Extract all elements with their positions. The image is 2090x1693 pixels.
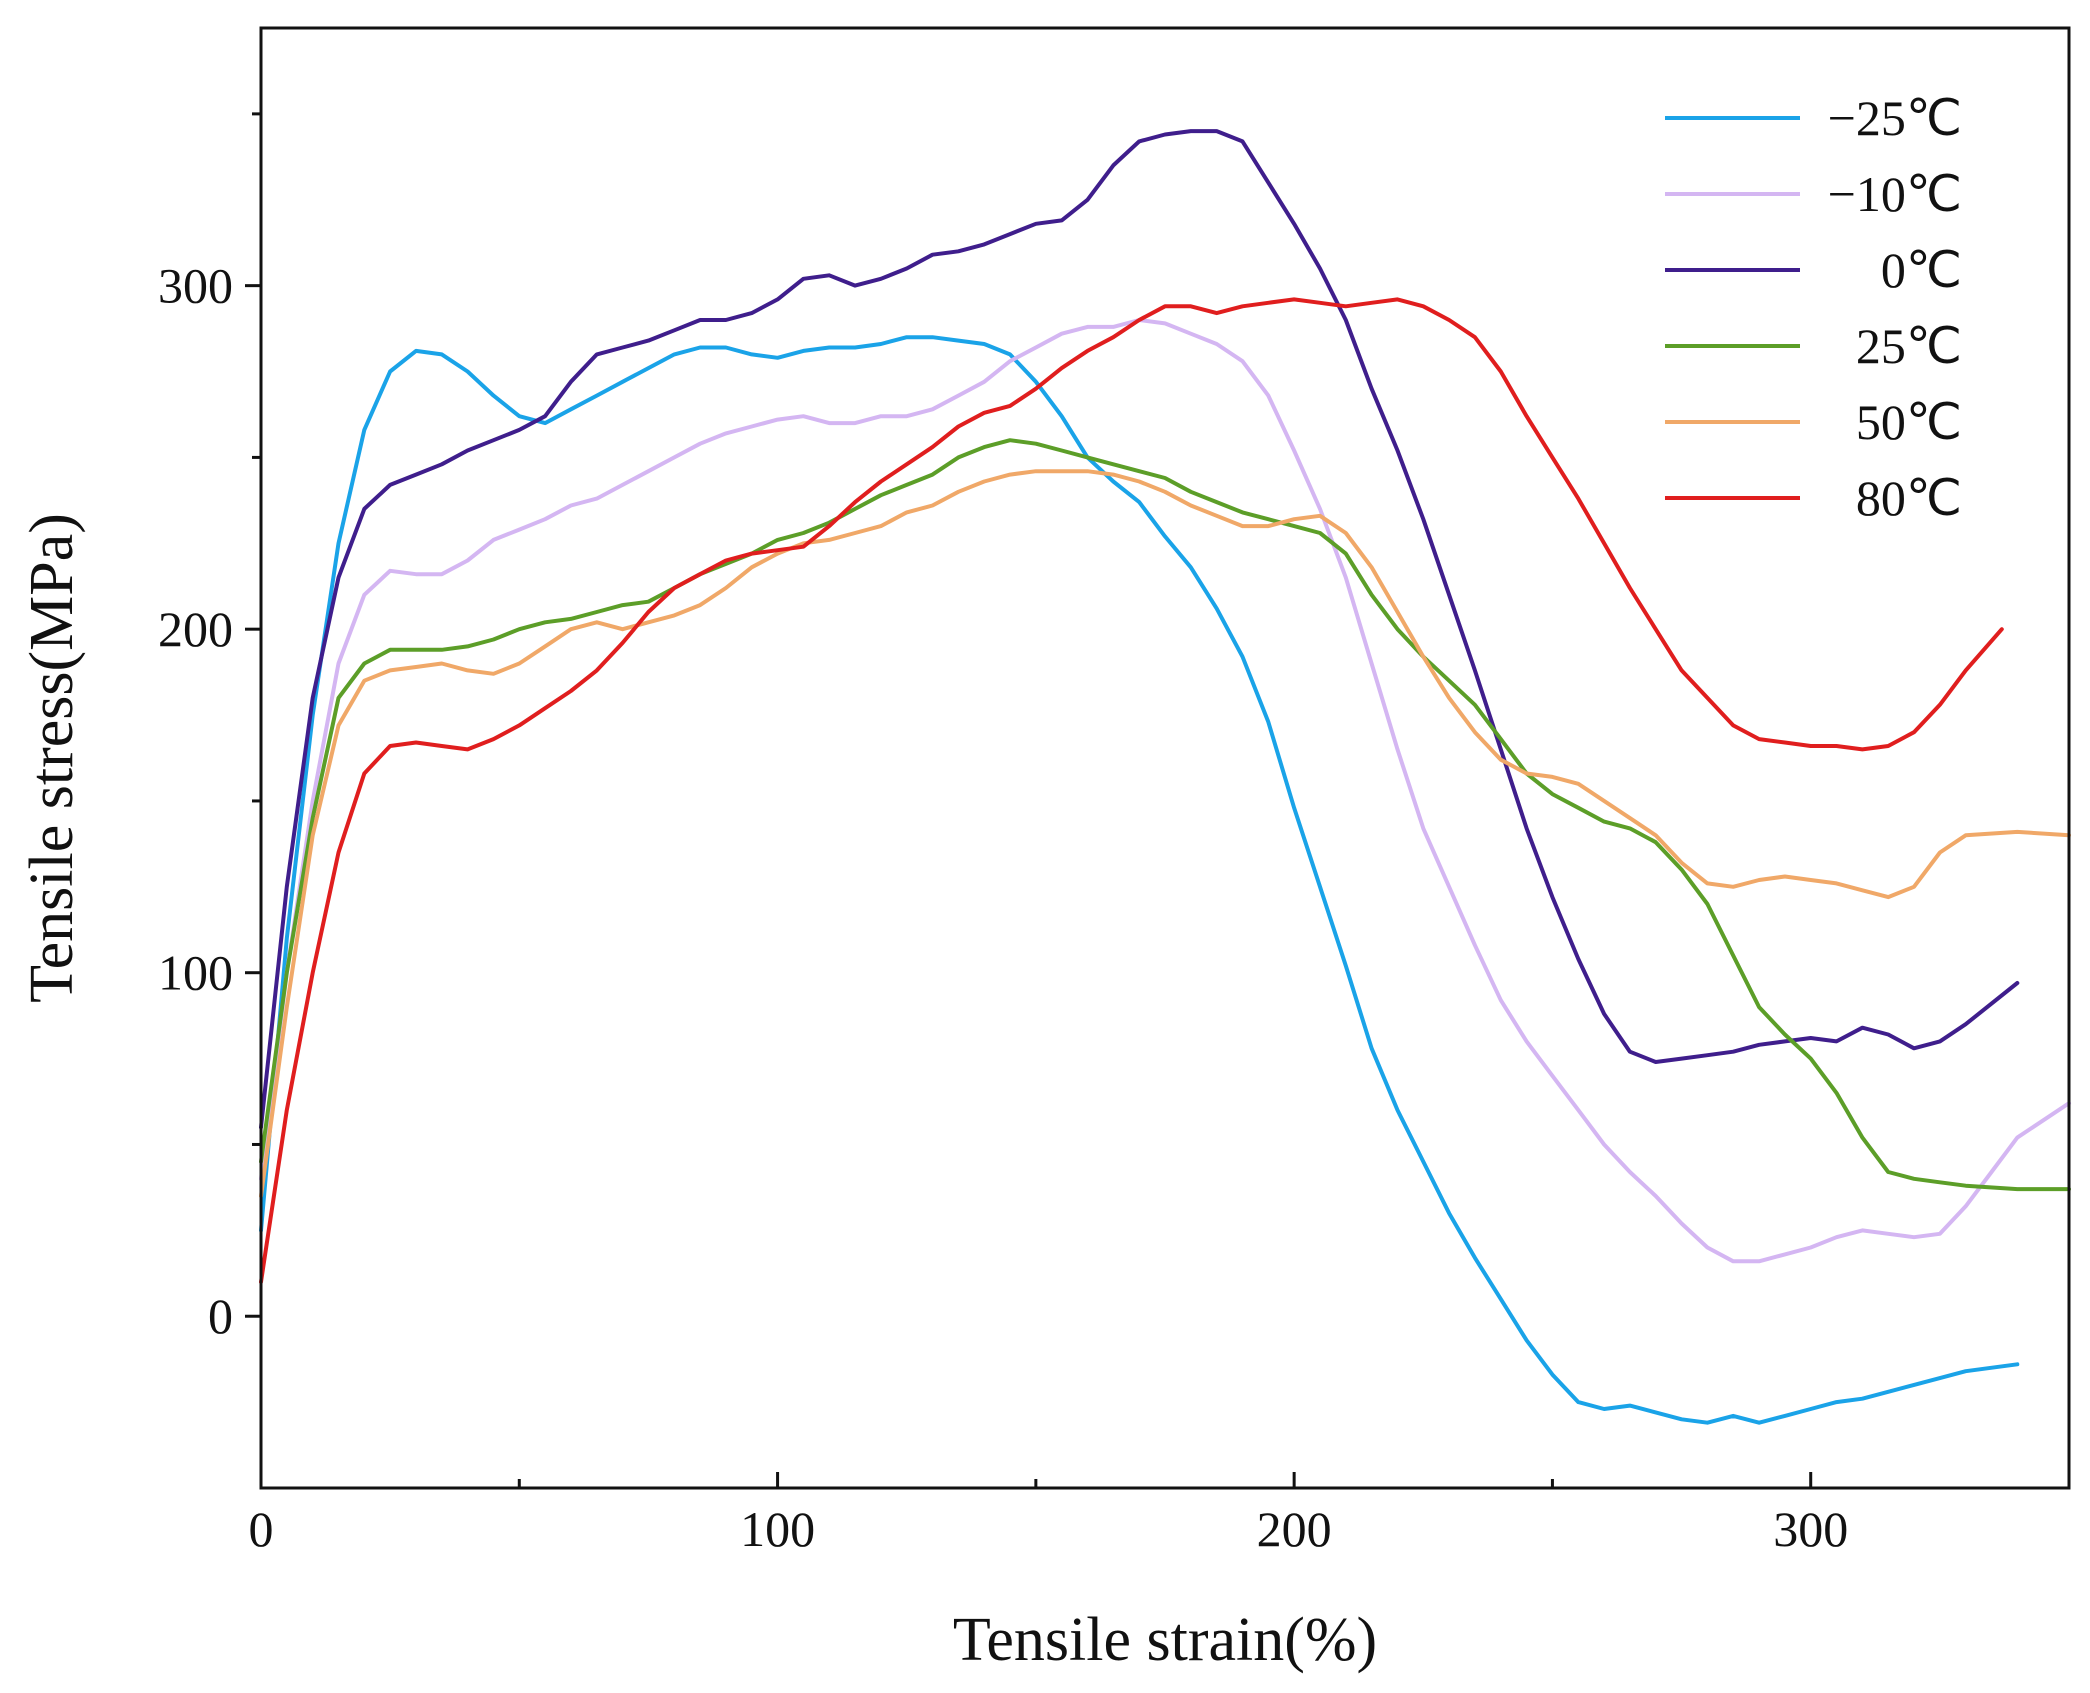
series-line-1 xyxy=(259,318,2071,1264)
x-tick-label-200: 200 xyxy=(1257,1501,1332,1557)
y-tick-label-0: 0 xyxy=(208,1288,233,1344)
plot-frame xyxy=(259,26,2071,1490)
x-tick-label-0: 0 xyxy=(249,1501,274,1557)
y-tick-label-300: 300 xyxy=(158,258,233,314)
legend-label-0: −25℃ xyxy=(1828,90,1962,146)
legend-label-5: 80℃ xyxy=(1856,470,1962,526)
legend-label-1: −10℃ xyxy=(1828,166,1962,222)
x-axis-title: Tensile strain(%) xyxy=(953,1606,1377,1674)
y-tick-label-100: 100 xyxy=(158,945,233,1001)
series-line-5 xyxy=(259,297,2004,1284)
series-line-0 xyxy=(259,335,2020,1425)
series-line-3 xyxy=(259,438,2071,1192)
series-line-4 xyxy=(259,469,2071,1198)
y-axis-title: Tensile stress(MPa) xyxy=(18,513,86,1003)
legend-label-4: 50℃ xyxy=(1856,394,1962,450)
y-tick-label-200: 200 xyxy=(158,601,233,657)
legend-label-3: 25℃ xyxy=(1856,318,1962,374)
series-line-2 xyxy=(259,129,2020,1130)
x-tick-label-300: 300 xyxy=(1773,1501,1848,1557)
x-axis: 0 100 200 300 xyxy=(249,1472,2071,1557)
y-axis: 0 100 200 300 xyxy=(158,112,261,1344)
x-tick-label-100: 100 xyxy=(740,1501,815,1557)
series-layer xyxy=(259,129,2071,1425)
legend: −25℃ −10℃ 0℃ 25℃ 50℃ 80℃ xyxy=(1665,90,1962,526)
legend-label-2: 0℃ xyxy=(1881,242,1962,298)
